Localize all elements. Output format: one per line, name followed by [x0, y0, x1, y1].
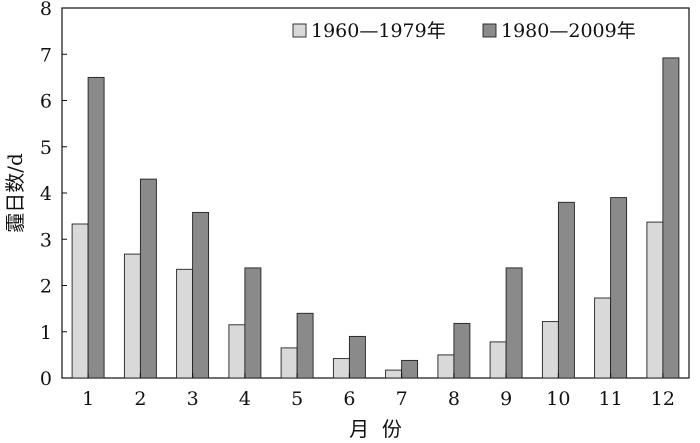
- x-axis-ticks: 1 2 3 4 5 6 7 8 9 10 11 12: [82, 373, 675, 410]
- x-tick-label-9: 9: [500, 388, 512, 410]
- y-tick-label-0: 0: [40, 368, 52, 390]
- y-tick-label-6: 6: [40, 91, 52, 113]
- bar-series-2-month-2: [139, 178, 157, 379]
- legend-label-1980-2009: 1980—2009年: [501, 20, 636, 42]
- bar-series-2-month-9: [505, 267, 523, 379]
- legend-label-1960-1979: 1960—1979年: [311, 20, 446, 42]
- x-tick-label-10: 10: [546, 388, 570, 410]
- legend-swatch-1960-1979: [292, 23, 307, 38]
- y-tick-label-7: 7: [40, 44, 52, 66]
- x-tick-label-1: 1: [82, 388, 94, 410]
- bars-group: [71, 57, 680, 379]
- x-axis-title: 月 份: [349, 417, 402, 441]
- bar-series-1-month-3: [176, 268, 194, 379]
- bar-series-1-month-9: [489, 341, 507, 379]
- bar-series-1-month-5: [280, 347, 298, 379]
- bar-series-1-month-2: [123, 253, 141, 379]
- x-tick-label-2: 2: [134, 388, 146, 410]
- x-tick-label-8: 8: [448, 388, 460, 410]
- bar-series-1-month-1: [71, 223, 89, 379]
- x-tick-label-11: 11: [599, 388, 623, 410]
- y-tick-label-3: 3: [40, 229, 52, 251]
- bar-series-1-month-10: [541, 321, 559, 379]
- bar-series-1-month-8: [437, 354, 455, 379]
- x-tick-label-5: 5: [291, 388, 303, 410]
- bar-series-1-month-4: [228, 324, 246, 379]
- bar-series-2-month-12: [662, 57, 680, 379]
- y-tick-label-4: 4: [40, 183, 52, 205]
- y-axis-ticks: 0 1 2 3 4 5 6 7 8: [40, 0, 67, 390]
- legend-swatch-1980-2009: [482, 23, 497, 38]
- bar-series-2-month-10: [557, 201, 575, 379]
- bar-series-2-month-5: [296, 312, 314, 379]
- legend: 1960—1979年 1980—2009年: [292, 20, 636, 42]
- bar-series-2-month-6: [348, 335, 366, 379]
- y-tick-label-5: 5: [40, 137, 52, 159]
- bar-series-2-month-8: [453, 322, 471, 379]
- y-tick-label-2: 2: [40, 276, 52, 298]
- bar-series-1-month-6: [332, 358, 350, 379]
- y-tick-label-1: 1: [40, 322, 52, 344]
- y-tick-label-8: 8: [40, 0, 52, 20]
- x-tick-label-12: 12: [651, 388, 675, 410]
- x-tick-label-4: 4: [239, 388, 251, 410]
- y-axis-title: 霾日数/d: [3, 153, 27, 233]
- bar-series-1-month-11: [594, 297, 612, 379]
- bar-series-1-month-7: [385, 369, 403, 379]
- x-tick-label-6: 6: [343, 388, 355, 410]
- bar-series-2-month-4: [244, 267, 262, 379]
- bar-series-1-month-12: [646, 221, 664, 379]
- bar-series-2-month-3: [192, 211, 210, 379]
- x-tick-label-3: 3: [187, 388, 199, 410]
- x-tick-label-7: 7: [396, 388, 408, 410]
- bar-series-2-month-1: [87, 76, 105, 379]
- bar-series-2-month-7: [401, 359, 419, 379]
- bar-series-2-month-11: [610, 197, 628, 379]
